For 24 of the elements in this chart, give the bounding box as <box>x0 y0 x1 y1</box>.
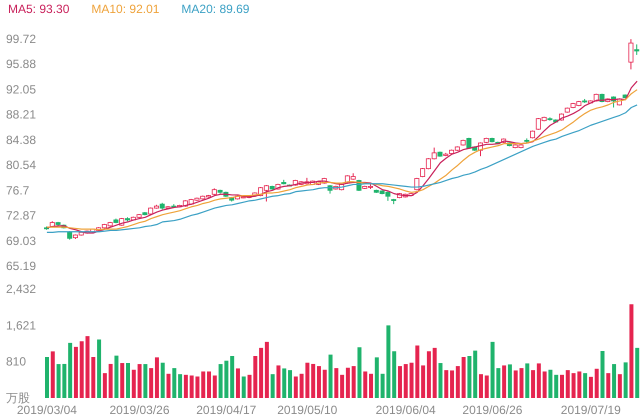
y-tick-label: 92.05 <box>6 82 36 96</box>
y-tick-label: 95.88 <box>6 57 36 72</box>
y-tick-label: 1,621 <box>6 318 36 332</box>
y-tick-label: 69.03 <box>6 234 36 248</box>
text: MA10: 92.01 <box>91 2 160 16</box>
y-tick-label: 万股 <box>6 391 30 405</box>
y-tick-label: 65.19 <box>6 259 36 273</box>
x-tick-label: 2019/03/04 <box>16 403 78 417</box>
y-tick-label: 99.72 <box>6 32 36 46</box>
x-tick-label: 2019/04/17 <box>196 403 257 417</box>
y-tick-label: 72.87 <box>6 208 36 223</box>
x-tick-label: 2019/07/19 <box>560 403 622 417</box>
y-tick-label: 2,432 <box>6 282 36 296</box>
x-tick-label: 2019/06/26 <box>462 403 523 417</box>
y-tick-label: 810 <box>6 354 26 369</box>
y-tick-label: 88.21 <box>6 108 36 122</box>
text: MA5: 93.30 <box>8 2 70 16</box>
y-tick-label: 76.7 <box>6 183 30 198</box>
y-tick-label: 84.38 <box>6 132 36 147</box>
text: MA20: 89.69 <box>181 2 250 16</box>
y-tick-label: 80.54 <box>6 158 36 172</box>
x-tick-label: 2019/05/10 <box>277 403 338 417</box>
x-tick-label: 2019/03/26 <box>109 403 170 417</box>
x-tick-label: 2019/06/04 <box>376 403 436 417</box>
